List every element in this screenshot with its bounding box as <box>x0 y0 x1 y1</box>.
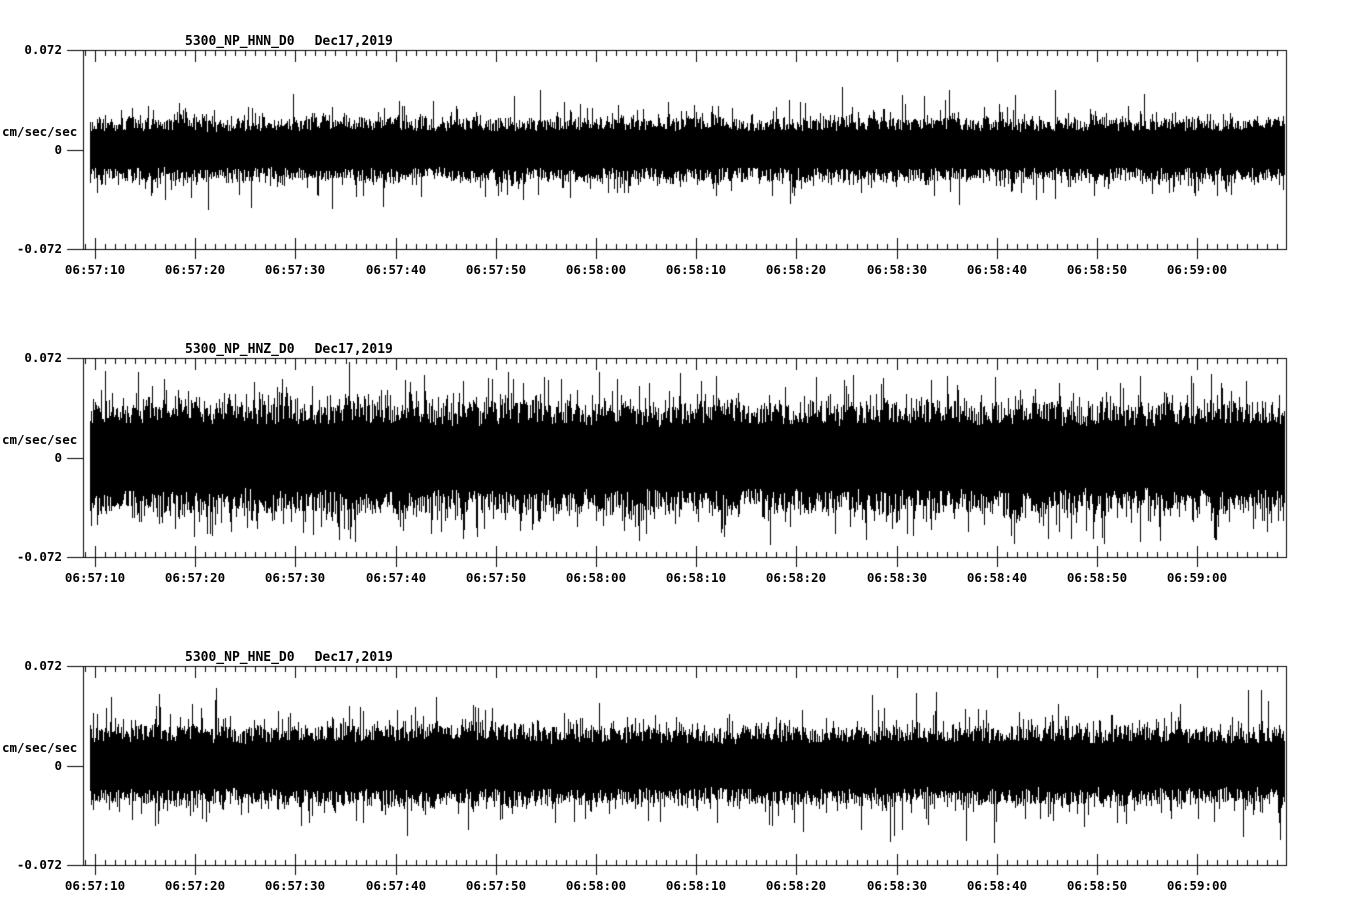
x-tick-label: 06:58:50 <box>1066 878 1128 893</box>
x-tick-label: 06:57:40 <box>365 878 427 893</box>
x-tick-label: 06:58:20 <box>765 570 827 585</box>
x-tick-label: 06:57:50 <box>465 262 527 277</box>
x-tick-label: 06:57:40 <box>365 570 427 585</box>
x-tick-label: 06:57:10 <box>64 878 126 893</box>
x-tick-label: 06:58:30 <box>866 570 928 585</box>
x-tick-label: 06:57:20 <box>164 262 226 277</box>
x-tick-label: 06:57:40 <box>365 262 427 277</box>
x-tick-label: 06:59:00 <box>1166 878 1228 893</box>
x-tick-label: 06:57:30 <box>264 570 326 585</box>
y-tick-label-zero: 0 <box>54 142 62 157</box>
x-tick-label: 06:58:10 <box>665 878 727 893</box>
y-tick-label-zero: 0 <box>54 450 62 465</box>
y-axis-unit-label: cm/sec/sec <box>2 432 78 447</box>
y-tick-label-min: -0.072 <box>16 241 62 256</box>
x-tick-label: 06:57:50 <box>465 878 527 893</box>
panel-title-channel: 5300_NP_HNZ_D0 <box>185 342 295 357</box>
y-tick-label-min: -0.072 <box>16 549 62 564</box>
x-tick-label: 06:57:20 <box>164 878 226 893</box>
y-tick-label-zero: 0 <box>54 758 62 773</box>
x-tick-label: 06:57:10 <box>64 262 126 277</box>
x-tick-label: 06:57:30 <box>264 878 326 893</box>
y-tick-label-max: 0.072 <box>24 42 62 57</box>
x-tick-label: 06:59:00 <box>1166 262 1228 277</box>
x-tick-label: 06:58:20 <box>765 878 827 893</box>
y-axis-unit-label: cm/sec/sec <box>2 740 78 755</box>
x-tick-label: 06:58:40 <box>966 878 1028 893</box>
panel-title: 5300_NP_HNZ_D0 Dec17,2019 <box>185 342 393 357</box>
x-tick-label: 06:57:10 <box>64 570 126 585</box>
x-tick-label: 06:58:50 <box>1066 262 1128 277</box>
x-tick-label: 06:58:10 <box>665 570 727 585</box>
x-tick-label: 06:58:00 <box>565 878 627 893</box>
x-tick-label: 06:57:20 <box>164 570 226 585</box>
panel-title-channel: 5300_NP_HNE_D0 <box>185 650 295 665</box>
x-tick-label: 06:58:10 <box>665 262 727 277</box>
x-tick-label: 06:58:00 <box>565 262 627 277</box>
x-tick-label: 06:58:50 <box>1066 570 1128 585</box>
panel-title: 5300_NP_HNE_D0 Dec17,2019 <box>185 650 393 665</box>
x-tick-label: 06:58:30 <box>866 262 928 277</box>
x-tick-label: 06:57:30 <box>264 262 326 277</box>
panel-title-date: Dec17,2019 <box>314 650 393 665</box>
y-axis-unit-label: cm/sec/sec <box>2 124 78 139</box>
y-tick-label-min: -0.072 <box>16 857 62 872</box>
x-tick-label: 06:58:20 <box>765 262 827 277</box>
x-tick-label: 06:58:00 <box>565 570 627 585</box>
x-tick-label: 06:59:00 <box>1166 570 1228 585</box>
x-tick-label: 06:58:40 <box>966 570 1028 585</box>
x-tick-label: 06:57:50 <box>465 570 527 585</box>
panel-title: 5300_NP_HNN_D0 Dec17,2019 <box>185 34 393 49</box>
panel-title-channel: 5300_NP_HNN_D0 <box>185 34 295 49</box>
panel-title-date: Dec17,2019 <box>314 342 393 357</box>
panel-title-date: Dec17,2019 <box>314 34 393 49</box>
x-tick-label: 06:58:40 <box>966 262 1028 277</box>
y-tick-label-max: 0.072 <box>24 350 62 365</box>
y-tick-label-max: 0.072 <box>24 658 62 673</box>
x-tick-label: 06:58:30 <box>866 878 928 893</box>
